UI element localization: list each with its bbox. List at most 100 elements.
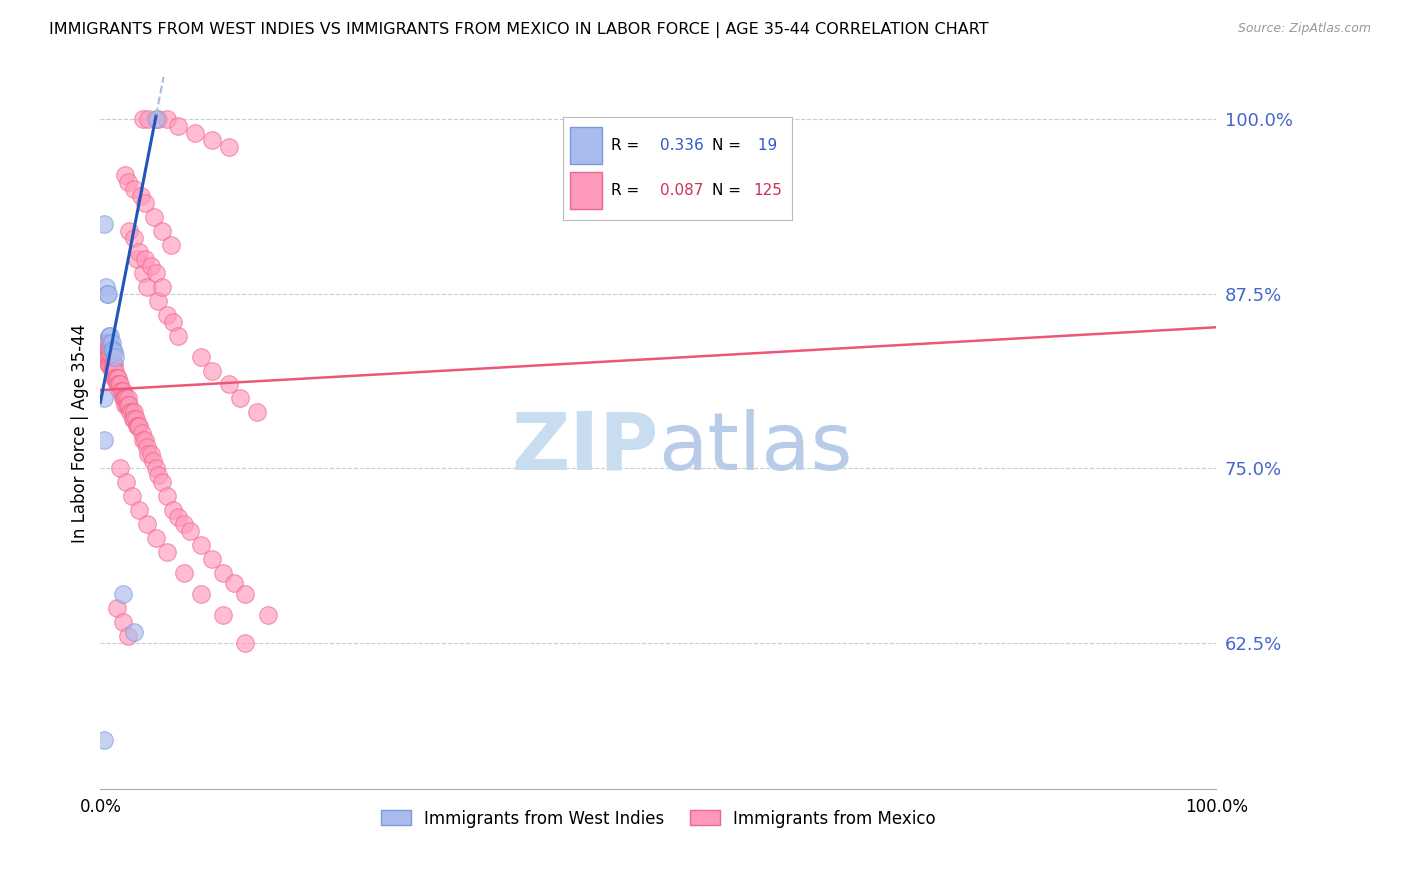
Point — [218, 377, 240, 392]
Point — [91, 335, 114, 350]
Point — [97, 350, 120, 364]
Point — [110, 377, 132, 392]
Point — [94, 350, 117, 364]
Point — [129, 189, 152, 203]
Point — [173, 516, 195, 531]
Point — [111, 392, 134, 406]
Point — [101, 357, 124, 371]
Point — [118, 224, 141, 238]
Point — [121, 412, 143, 426]
Point — [156, 308, 179, 322]
Point — [110, 384, 132, 399]
Point — [139, 259, 162, 273]
Point — [139, 447, 162, 461]
Point — [114, 168, 136, 182]
Point — [156, 545, 179, 559]
Point — [136, 516, 159, 531]
Point — [148, 112, 170, 127]
Point — [128, 244, 150, 259]
Point — [93, 733, 115, 747]
Point — [125, 412, 148, 426]
Point — [167, 120, 190, 134]
Point — [229, 392, 252, 406]
Point — [98, 328, 121, 343]
Point — [201, 133, 224, 147]
Point — [127, 419, 149, 434]
Point — [94, 343, 117, 357]
Point — [115, 399, 138, 413]
Point — [112, 392, 135, 406]
Point — [131, 426, 153, 441]
Point — [145, 112, 167, 127]
Point — [145, 461, 167, 475]
Point — [118, 399, 141, 413]
Point — [101, 363, 124, 377]
Y-axis label: In Labor Force | Age 35-44: In Labor Force | Age 35-44 — [72, 324, 89, 543]
Point — [150, 280, 173, 294]
Point — [132, 434, 155, 448]
Point — [98, 350, 121, 364]
Point — [110, 384, 132, 399]
Point — [114, 392, 136, 406]
Point — [245, 405, 267, 419]
Point — [101, 343, 124, 357]
Point — [150, 475, 173, 490]
Point — [93, 217, 115, 231]
Point — [100, 335, 122, 350]
Point — [138, 447, 160, 461]
Point — [121, 489, 143, 503]
Point — [100, 357, 122, 371]
Point — [100, 343, 122, 357]
Text: ZIP: ZIP — [510, 409, 658, 486]
Point — [117, 175, 139, 189]
Point — [212, 566, 235, 580]
Point — [134, 434, 156, 448]
Point — [142, 210, 165, 224]
Point — [96, 286, 118, 301]
Point — [103, 345, 125, 359]
Point — [190, 350, 212, 364]
Point — [235, 635, 257, 649]
Point — [132, 112, 155, 127]
Point — [110, 461, 132, 475]
Legend: Immigrants from West Indies, Immigrants from Mexico: Immigrants from West Indies, Immigrants … — [374, 803, 942, 834]
Point — [190, 587, 212, 601]
Point — [114, 399, 136, 413]
Point — [148, 468, 170, 483]
Point — [136, 440, 159, 454]
Point — [201, 363, 224, 377]
Point — [121, 405, 143, 419]
Point — [94, 280, 117, 294]
Text: IMMIGRANTS FROM WEST INDIES VS IMMIGRANTS FROM MEXICO IN LABOR FORCE | AGE 35-44: IMMIGRANTS FROM WEST INDIES VS IMMIGRANT… — [49, 22, 988, 38]
Point — [162, 503, 184, 517]
Point — [115, 475, 138, 490]
Point — [184, 126, 207, 140]
Point — [105, 370, 128, 384]
Point — [201, 552, 224, 566]
Point — [120, 405, 142, 419]
Point — [94, 350, 117, 364]
Point — [104, 350, 127, 364]
Point — [93, 350, 115, 364]
Point — [128, 419, 150, 434]
Point — [224, 575, 246, 590]
Point — [145, 531, 167, 545]
Point — [100, 343, 122, 357]
Point — [103, 357, 125, 371]
Point — [100, 357, 122, 371]
Point — [100, 328, 122, 343]
Point — [105, 600, 128, 615]
Point — [115, 392, 138, 406]
Point — [134, 196, 156, 211]
Point — [150, 224, 173, 238]
Point — [256, 607, 278, 622]
Point — [94, 343, 117, 357]
Point — [111, 587, 134, 601]
Point — [145, 266, 167, 280]
Point — [93, 335, 115, 350]
Point — [98, 343, 121, 357]
Point — [167, 328, 190, 343]
Point — [127, 252, 149, 266]
Point — [122, 405, 145, 419]
Point — [218, 140, 240, 154]
